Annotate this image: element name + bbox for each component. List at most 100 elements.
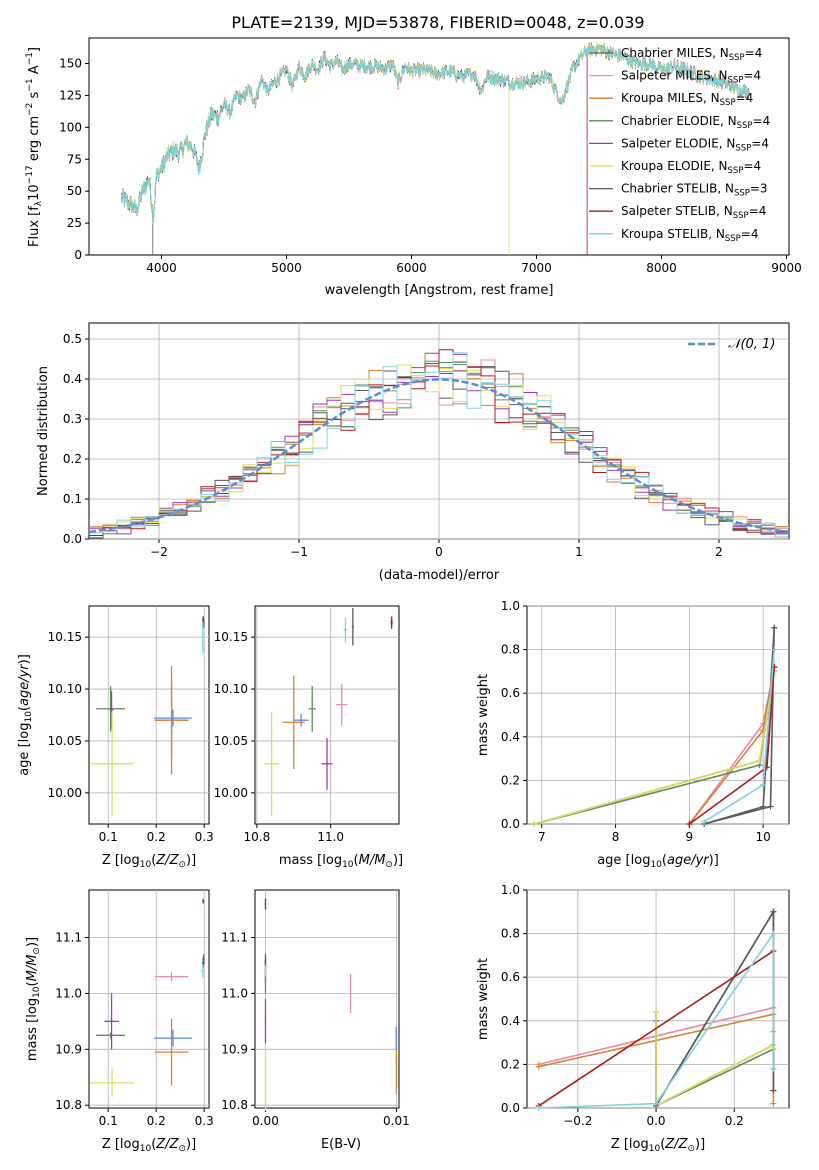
y-tick-label: 1.0 (501, 599, 520, 613)
legend-count: =4 (749, 204, 767, 218)
mass-z-plot-area (88, 889, 210, 1109)
spectrum-axes: 4000 5000 6000 7000 8000 9000 0 25 50 75 100 125 150 (59, 57, 802, 275)
age-mass-marks: 10.8 11.0 10.00 10.05 10.10 10.15 (214, 606, 399, 844)
x-tick-label: 10.8 (243, 830, 270, 844)
y-tick-label: 0.4 (501, 730, 520, 744)
legend-count: =4 (753, 114, 771, 128)
x-tick-label: 7 (538, 830, 546, 844)
y-tick-label: 10.05 (214, 734, 248, 748)
x-tick-label: 11.0 (317, 830, 344, 844)
y-tick-label: 11.0 (221, 986, 248, 1000)
y-tick-label: 0.4 (63, 372, 82, 386)
age-z-xlabel: Z [log10(Z/Z⊙)] (102, 853, 196, 870)
weight-age-xlabel: age [log10(age/yr)] (597, 853, 719, 870)
x-tick-label: 0.01 (383, 1114, 410, 1128)
histogram-xlabel: (data-model)/error (379, 568, 500, 583)
weight-z-xlabel: Z [log10(Z/Z⊙)] (611, 1137, 705, 1154)
x-tick-label: 4000 (146, 261, 177, 275)
y-tick-label: 10.10 (214, 682, 248, 696)
x-tick-label: 6000 (396, 261, 427, 275)
legend-label-0: Chabrier MILES, NSSP=4 (621, 46, 762, 63)
mass-z-panel: 0.1 0.2 0.3 10.8 10.9 11.0 11.1 Z [log10(Z/Z⊙)… (25, 889, 214, 1154)
x-tick-label: 2 (715, 545, 723, 559)
y-tick-label: 150 (59, 57, 82, 71)
y-tick-label: 10.00 (214, 786, 248, 800)
weight-z-ylabel: mass weight (476, 958, 491, 1040)
x-tick-label: 0 (435, 545, 443, 559)
spectrum-legend: Chabrier MILES, NSSP=4 Salpeter MILES, NS… (589, 46, 770, 244)
age-mass-panel: 10.8 11.0 10.00 10.05 10.10 10.15 mass [log10… (214, 605, 403, 870)
spectrum-xlabel: wavelength [Angstrom, rest frame] (325, 283, 554, 298)
age-z-plot-area (88, 605, 210, 825)
mass-ebv-panel: 0.00 0.01 10.8 10.9 11.0 11.1 E(B-V) (221, 889, 410, 1152)
histogram-ylabel: Normed distribution (36, 366, 51, 496)
x-tick-label: −0.2 (563, 1114, 592, 1128)
legend-subscript: SSP (729, 53, 745, 63)
legend-subscript: SSP (733, 211, 749, 221)
y-tick-label: 0.0 (501, 817, 520, 831)
y-tick-label: 75 (67, 152, 82, 166)
histogram-step-5 (89, 364, 789, 532)
x-tick-label: 7000 (521, 261, 552, 275)
age-z-ylabel: age [log10(age/yr)] (17, 654, 34, 776)
legend-label-4: Salpeter ELODIE, NSSP=4 (621, 136, 769, 153)
y-tick-label: 25 (67, 216, 82, 230)
weight-line-8 (538, 931, 775, 1109)
x-tick-label: 1 (575, 545, 583, 559)
legend-count: =4 (736, 91, 754, 105)
histogram-step-7 (89, 349, 789, 536)
weight-z-plot-area (526, 889, 790, 1109)
y-tick-label: 0 (74, 248, 82, 262)
legend-count: =3 (750, 182, 768, 196)
y-tick-label: 1.0 (501, 883, 520, 897)
y-tick-label: 0.2 (501, 773, 520, 787)
weight-z-panel: −0.2 0.0 0.2 0.0 0.2 0.4 0.6 0.8 1.0 Z [log10(Z/… (476, 883, 790, 1154)
weight-age-marks: 7 8 9 10 0.0 0.2 0.4 0.6 0.8 1.0 (501, 599, 789, 844)
histogram-steps (88, 349, 790, 539)
y-tick-label: 10.15 (48, 630, 82, 644)
y-tick-label: 0.1 (63, 492, 82, 506)
legend-label-5: Kroupa ELODIE, NSSP=4 (621, 159, 761, 176)
age-mass-xlabel: mass [log10(M/M⊙)] (279, 853, 403, 870)
weight-age-ylabel: mass weight (476, 674, 491, 756)
x-tick-label: −2 (150, 545, 168, 559)
legend-count: =4 (751, 136, 769, 150)
spectrum-line-8 (121, 43, 750, 225)
legend-subscript: SSP (720, 98, 736, 108)
x-tick-label: 0.3 (195, 1114, 214, 1128)
x-tick-label: 8 (612, 830, 620, 844)
legend-subscript: SSP (735, 143, 751, 153)
x-tick-label: 8000 (646, 261, 677, 275)
y-tick-label: 0.0 (63, 532, 82, 546)
weight-age-panel: 7 8 9 10 0.0 0.2 0.4 0.6 0.8 1.0 age [log10(age/y… (476, 599, 790, 870)
x-tick-label: 0.1 (99, 830, 118, 844)
y-tick-label: 10.15 (214, 630, 248, 644)
spectrum-ylabel: Flux [fλ10−17 erg cm−2 s−1 A−1] (25, 47, 44, 247)
weight-line-7 (538, 950, 774, 1107)
legend-subscript: SSP (728, 76, 744, 86)
x-tick-label: 0.2 (147, 830, 166, 844)
legend-subscript: SSP (737, 121, 753, 131)
y-tick-label: 11.1 (55, 931, 82, 945)
y-tick-label: 0.0 (501, 1101, 520, 1115)
y-tick-label: 10.00 (48, 786, 82, 800)
y-tick-label: 0.4 (501, 1014, 520, 1028)
weight-z-marks: −0.2 0.0 0.2 0.0 0.2 0.4 0.6 0.8 1.0 (501, 883, 789, 1128)
legend-label-8: Kroupa STELIB, NSSP=4 (621, 227, 759, 244)
legend-label-6: Chabrier STELIB, NSSP=3 (621, 182, 768, 199)
x-tick-label: 0.2 (725, 1114, 744, 1128)
weight-age-plot-area (526, 605, 790, 825)
legend-count: =4 (741, 227, 759, 241)
mass-z-xlabel: Z [log10(Z/Z⊙)] (102, 1137, 196, 1154)
y-tick-label: 50 (67, 184, 82, 198)
y-tick-label: 0.8 (501, 927, 520, 941)
y-tick-label: 0.6 (501, 970, 520, 984)
legend-label-7: Salpeter STELIB, NSSP=4 (621, 204, 766, 221)
y-tick-label: 0.2 (501, 1057, 520, 1071)
x-tick-label: 0.3 (195, 830, 214, 844)
legend-count: =4 (743, 159, 761, 173)
y-tick-label: 0.2 (63, 452, 82, 466)
x-tick-label: 10 (756, 830, 771, 844)
x-tick-label: 9000 (771, 261, 802, 275)
